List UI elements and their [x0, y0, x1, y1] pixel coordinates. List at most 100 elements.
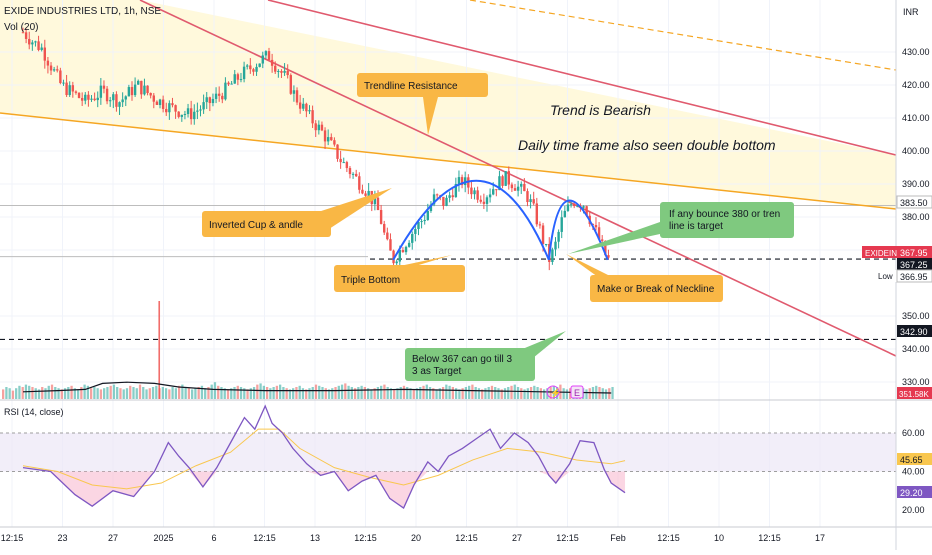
volume-bar: [396, 388, 399, 399]
price-badges: 383.50 EXIDEIND 367.95 367.25 Low 366.95…: [862, 195, 932, 498]
volume-bar: [321, 387, 324, 399]
candle-body: [470, 187, 473, 195]
candle-body: [498, 176, 501, 191]
candle-body: [569, 204, 573, 206]
candle-body: [143, 85, 146, 95]
flash-icon[interactable]: [546, 385, 560, 399]
volume-bar: [119, 388, 122, 399]
volume-bar: [412, 389, 415, 399]
candle-body: [348, 168, 352, 175]
inverted-cup-arc: [392, 179, 550, 261]
candle-body: [214, 93, 218, 99]
rsi-axis[interactable]: 60.00 40.00 20.00: [902, 428, 925, 515]
volume-bar: [252, 387, 256, 399]
time-tick: 12:15: [455, 533, 478, 543]
time-tick: 13: [310, 533, 320, 543]
volume-bar: [239, 387, 243, 399]
neckline-badge: 367.25: [900, 260, 928, 270]
volume-bar: [301, 388, 305, 399]
volume-bar: [500, 389, 503, 399]
candle-body: [31, 42, 34, 45]
volume-bar: [223, 388, 226, 399]
volume-bar: [28, 385, 31, 399]
volume-bar: [168, 389, 171, 399]
pointer-trendline-resistance: [423, 97, 438, 135]
volume-bar: [503, 388, 507, 399]
candle-body: [373, 197, 377, 205]
callout-inverted-cup: Inverted Cup & andle: [202, 211, 331, 237]
symbol-title[interactable]: EXIDE INDUSTRIES LTD, 1h, NSE: [4, 6, 162, 17]
candle-body: [345, 162, 349, 169]
candle-body: [513, 188, 517, 191]
volume-legend[interactable]: Vol (20): [4, 22, 39, 33]
volume-bar: [47, 385, 50, 399]
candle-body: [482, 201, 486, 204]
volume-bar: [353, 388, 357, 399]
candle-body: [227, 82, 230, 85]
volume-bar: [5, 387, 8, 399]
candle-body: [249, 65, 252, 70]
volume-bar: [151, 387, 155, 399]
candle-body: [423, 219, 426, 222]
volume-bar: [441, 387, 445, 399]
volume-bar: [259, 383, 262, 399]
currency-label[interactable]: INR: [903, 7, 919, 17]
volume-bar: [454, 388, 458, 399]
volume-bar: [187, 388, 191, 399]
candle-body: [28, 38, 31, 45]
candles: [21, 27, 610, 271]
candle-body: [386, 232, 389, 240]
price-tick: 420.00: [902, 80, 930, 90]
volume-bar: [370, 389, 373, 399]
volume-tools: ⚡ E: [546, 385, 584, 399]
low-label: Low: [878, 272, 893, 281]
time-tick: 12:15: [253, 533, 276, 543]
volume-bar: [60, 389, 63, 399]
candle-body: [532, 199, 535, 204]
candle-body: [488, 194, 492, 198]
target-badge: 342.90: [900, 327, 928, 337]
candle-body: [516, 186, 520, 191]
candle-body: [127, 87, 131, 97]
candle-body: [274, 65, 277, 72]
candle-body: [52, 69, 56, 71]
candle-body: [460, 177, 464, 186]
price-tick: 350.00: [902, 311, 930, 321]
candle-body: [289, 75, 293, 94]
volume-bar: [269, 388, 272, 399]
candle-body: [236, 74, 240, 80]
candle-body: [485, 197, 489, 204]
volume-bar: [67, 387, 70, 399]
candle-body: [407, 242, 411, 247]
candle-body: [541, 225, 545, 244]
volume-bar: [285, 388, 288, 399]
volume-bar: [549, 387, 552, 399]
candle-body: [376, 197, 380, 211]
candle-body: [435, 194, 439, 196]
candle-body: [264, 51, 268, 56]
earnings-icon[interactable]: [570, 385, 584, 399]
candle-body: [442, 196, 445, 206]
volume-spike-bar: [158, 301, 161, 399]
time-tick: 12:15: [657, 533, 680, 543]
volume-bar: [73, 388, 76, 399]
candle-body: [607, 255, 610, 258]
candle-body: [445, 197, 448, 206]
volume-bar: [122, 389, 125, 399]
trend-note: Trend is Bearish: [550, 102, 651, 118]
candle-body: [93, 98, 96, 101]
volume-bar: [282, 387, 285, 399]
rsi-legend[interactable]: RSI (14, close): [4, 407, 64, 417]
volume-bar: [96, 388, 99, 399]
candle-body: [21, 32, 25, 34]
pointer-inverted-cup: [315, 188, 392, 229]
candle-body: [37, 41, 40, 50]
rsi-badge: 29.20: [900, 488, 923, 498]
candle-body: [572, 204, 576, 207]
candle-body: [90, 98, 93, 100]
candle-body: [124, 96, 127, 100]
candle-body: [230, 83, 233, 85]
time-axis[interactable]: 12:15 23 27 2025 6 12:15 13 12:15 20 12:15 27 12:15…: [1, 533, 825, 543]
candle-body: [305, 103, 308, 112]
